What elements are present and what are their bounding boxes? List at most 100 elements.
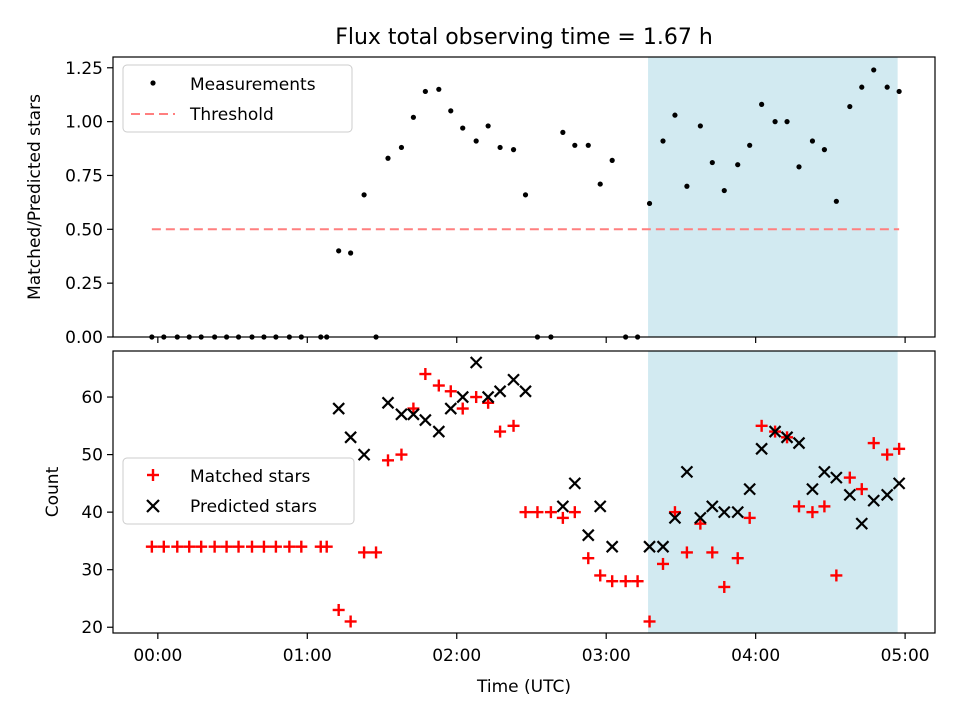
matched-star-point: [694, 517, 707, 530]
predicted-star-point: [407, 408, 420, 421]
predicted-star-point: [830, 471, 843, 484]
legend-threshold-label: Threshold: [189, 105, 274, 125]
measurement-point: [585, 142, 591, 148]
measurement-point: [896, 88, 902, 95]
matched-star-point: [370, 546, 383, 559]
predicted-star-point: [706, 500, 719, 513]
predicted-star-point: [755, 442, 768, 456]
matched-star-point: [544, 506, 557, 519]
predicted-star-point: [867, 494, 881, 507]
legend-measurements-label: Measurements: [190, 75, 316, 95]
top-y-axis-label: Matched/Predicted stars: [25, 94, 45, 300]
matched-star-point: [145, 540, 158, 553]
matched-star-point: [755, 419, 768, 432]
bottom-predicted-stars: [332, 356, 906, 553]
matched-star-point: [643, 615, 656, 628]
measurement-point: [784, 119, 790, 125]
matched-star-point: [395, 448, 408, 461]
measurement-point: [609, 157, 615, 163]
predicted-star-point: [843, 488, 857, 502]
measurement-point: [436, 86, 442, 92]
measurement-point: [721, 187, 727, 194]
matched-star-point: [183, 540, 196, 553]
bottom-y-axis-label: Count: [43, 466, 63, 517]
matched-star-point: [344, 615, 357, 628]
matched-star-point: [269, 540, 282, 553]
bottom-legend-frame: [122, 457, 355, 525]
measurement-point: [759, 101, 765, 107]
measurement-point: [847, 103, 853, 110]
matched-star-point: [245, 540, 258, 553]
predicted-star-point: [419, 413, 432, 427]
matched-star-point: [656, 557, 669, 570]
top-measurements: [149, 67, 902, 340]
measurement-point: [473, 138, 479, 144]
matched-star-point: [594, 569, 607, 582]
predicted-star-point: [593, 500, 607, 513]
predicted-star-point: [456, 390, 470, 404]
legend-predicted-marker: [146, 499, 160, 513]
matched-star-point: [208, 540, 221, 553]
measurement-point: [772, 119, 778, 125]
x-tick-label: 02:00: [432, 646, 481, 666]
matched-star-point: [320, 540, 333, 553]
matched-star-point: [556, 511, 569, 524]
matched-star-point: [818, 500, 831, 513]
predicted-star-point: [605, 540, 619, 553]
matched-star-point: [830, 569, 843, 582]
predicted-star-point: [892, 477, 906, 490]
predicted-star-point: [694, 511, 707, 525]
predicted-star-point: [469, 356, 483, 369]
matched-star-point: [295, 540, 308, 553]
measurement-point: [747, 142, 753, 148]
matched-star-point: [743, 511, 756, 524]
measurement-point: [646, 200, 653, 207]
predicted-star-point: [556, 500, 570, 513]
chart-title: Flux total observing time = 1.67 h: [335, 25, 713, 50]
y-tick-label: 20: [81, 618, 103, 638]
matched-star-point: [680, 546, 693, 559]
measurement-point: [796, 164, 802, 170]
measurement-point: [597, 181, 603, 187]
measurement-point: [871, 67, 877, 73]
top-shaded-region: [648, 57, 898, 337]
measurement-point: [809, 138, 816, 144]
measurement-point: [422, 88, 428, 95]
top-x-ticks: [157, 337, 906, 343]
predicted-star-point: [568, 477, 582, 490]
matched-star-point: [893, 442, 906, 455]
matched-star-point: [444, 385, 457, 398]
matched-star-point: [718, 580, 731, 593]
bottom-axes-frame: [112, 350, 936, 634]
measurement-point: [398, 144, 405, 151]
measurement-point: [672, 112, 678, 118]
y-tick-label: 0.00: [65, 328, 103, 348]
predicted-star-point: [643, 540, 656, 553]
y-tick-label: 1.25: [65, 59, 103, 79]
top-legend: Measurements Threshold: [122, 64, 353, 133]
bottom-x-ticks: 00:00 01:00 02:00 03:00 04:00 05:00: [133, 633, 930, 666]
measurement-point: [697, 123, 703, 129]
matched-star-point: [531, 506, 544, 519]
predicted-star-point: [444, 402, 458, 415]
legend-measurements-marker: [150, 80, 156, 86]
legend-matched-marker: [147, 469, 159, 481]
matched-star-point: [220, 540, 233, 553]
predicted-star-point: [743, 482, 756, 496]
y-tick-label: 40: [81, 503, 103, 523]
predicted-star-point: [656, 540, 670, 553]
predicted-star-point: [680, 465, 694, 479]
matched-star-point: [358, 546, 371, 559]
predicted-star-point: [395, 408, 408, 421]
y-tick-label: 1.00: [65, 113, 103, 133]
measurement-point: [497, 144, 503, 151]
measurement-point: [884, 84, 890, 90]
bottom-shaded-region: [648, 351, 898, 633]
matched-star-point: [731, 552, 744, 565]
matched-star-point: [257, 540, 270, 553]
bottom-panel: 20 30 40 50 60 00:00 01:00 02:00 03:00 04:00 05:0…: [43, 350, 936, 697]
matched-star-point: [806, 506, 819, 519]
matched-star-point: [843, 471, 856, 484]
measurement-point: [385, 155, 391, 161]
